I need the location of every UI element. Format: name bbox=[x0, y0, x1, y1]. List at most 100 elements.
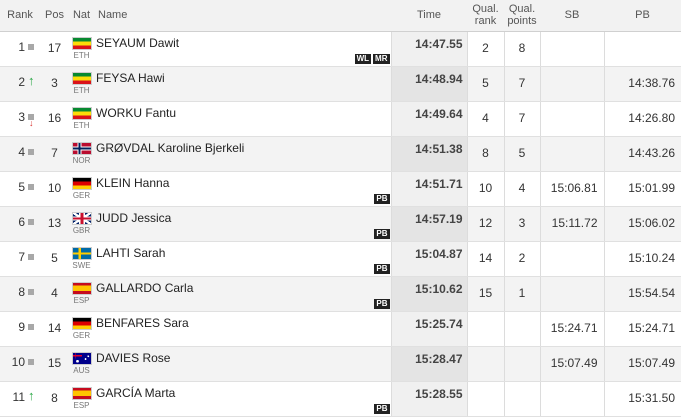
time-value: 15:04.87 bbox=[415, 246, 463, 261]
pb-value: 14:38.76 bbox=[603, 66, 681, 102]
table-row[interactable]: 3 ↓ 16 ETH WORKU Fantu 14:49.64 4 7 14:2… bbox=[0, 101, 681, 137]
qual-points-value: 2 bbox=[503, 241, 540, 277]
col-header-sb[interactable]: SB bbox=[540, 0, 604, 32]
table-row[interactable]: 9 14 GER BENFARES Sara 15:25.74 15:24.71… bbox=[0, 311, 681, 347]
pb-value: 14:26.80 bbox=[603, 101, 681, 137]
rank-value: 5 bbox=[18, 179, 25, 194]
nat-code: SWE bbox=[72, 260, 91, 270]
name-cell: FEYSA Hawi bbox=[94, 66, 391, 102]
flag-esp-icon bbox=[71, 386, 92, 400]
table-row[interactable]: 11 ↑ 8 ESP GARCÍA Marta PB 15:28.55 15:3… bbox=[0, 381, 681, 417]
col-header-nat[interactable]: Nat bbox=[69, 0, 94, 32]
name-cell: LAHTI Sarah PB bbox=[94, 241, 391, 277]
col-header-time[interactable]: Time bbox=[391, 0, 467, 32]
table-row[interactable]: 10 15 AUS DAVIES Rose 15:28.47 15:07.49 … bbox=[0, 346, 681, 382]
table-row[interactable]: 5 10 GER KLEIN Hanna PB 14:51.71 10 4 15… bbox=[0, 171, 681, 207]
flag-swe-icon bbox=[71, 246, 92, 260]
nat-cell: GER bbox=[69, 311, 94, 347]
badges: PB bbox=[374, 403, 390, 414]
table-row[interactable]: 6 13 GBR JUDD Jessica PB 14:57.19 12 3 1… bbox=[0, 206, 681, 242]
rank-value: 1 bbox=[18, 39, 25, 54]
sb-value: 15:11.72 bbox=[539, 206, 604, 242]
sb-value bbox=[539, 101, 604, 137]
trend-same-icon bbox=[28, 250, 36, 264]
athlete-name-link[interactable]: GRØVDAL Karoline Bjerkeli bbox=[96, 140, 245, 155]
rank-cell: 1 bbox=[0, 31, 40, 67]
table-row[interactable]: 4 7 NOR GRØVDAL Karoline Bjerkeli 14:51.… bbox=[0, 136, 681, 172]
record-badge: WL bbox=[354, 53, 372, 64]
pb-value bbox=[603, 31, 681, 67]
athlete-name-link[interactable]: WORKU Fantu bbox=[96, 105, 177, 120]
nat-cell: GER bbox=[69, 171, 94, 207]
trend-up-icon: ↑ bbox=[28, 387, 35, 403]
athlete-name-link[interactable]: FEYSA Hawi bbox=[96, 70, 165, 85]
nat-cell: NOR bbox=[69, 136, 94, 172]
col-header-qual-points[interactable]: Qual. points bbox=[504, 0, 540, 32]
time-cell: 14:51.38 bbox=[390, 136, 467, 172]
col-header-pb[interactable]: PB bbox=[604, 0, 681, 32]
col-header-name[interactable]: Name bbox=[94, 0, 391, 32]
col-header-rank[interactable]: Rank bbox=[0, 0, 40, 32]
trend-up-icon: ↑ bbox=[28, 72, 35, 88]
time-value: 15:28.55 bbox=[415, 386, 463, 401]
pb-value: 15:06.02 bbox=[603, 206, 681, 242]
rank-cell: 11 ↑ bbox=[0, 381, 40, 417]
table-row[interactable]: 7 5 SWE LAHTI Sarah PB 15:04.87 14 2 15:… bbox=[0, 241, 681, 277]
flag-aus-icon bbox=[71, 351, 92, 365]
rank-value: 9 bbox=[18, 319, 25, 334]
flag-esp-icon bbox=[71, 281, 92, 295]
badges: WL MR bbox=[354, 53, 390, 64]
athlete-name-link[interactable]: DAVIES Rose bbox=[96, 350, 171, 365]
table-row[interactable]: 2 ↑ 3 ETH FEYSA Hawi 14:48.94 5 7 14:38.… bbox=[0, 66, 681, 102]
athlete-name-link[interactable]: GARCÍA Marta bbox=[96, 385, 176, 400]
trend-same-icon bbox=[28, 40, 36, 54]
time-value: 15:10.62 bbox=[415, 281, 463, 296]
qual-points-value bbox=[503, 311, 540, 347]
pos-value: 4 bbox=[40, 276, 69, 312]
time-value: 14:51.38 bbox=[415, 141, 463, 156]
qual-points-value bbox=[503, 381, 540, 417]
header-row: Rank Pos Nat Name Time Qual. rank Qual. … bbox=[0, 0, 681, 32]
nat-code: ESP bbox=[73, 295, 90, 305]
col-header-pos[interactable]: Pos bbox=[40, 0, 69, 32]
pb-value: 15:31.50 bbox=[603, 381, 681, 417]
time-cell: 14:51.71 bbox=[390, 171, 467, 207]
badges: PB bbox=[374, 263, 390, 274]
rank-cell: 9 bbox=[0, 311, 40, 347]
pos-value: 3 bbox=[40, 66, 69, 102]
time-value: 14:57.19 bbox=[415, 211, 463, 226]
rank-cell: 2 ↑ bbox=[0, 66, 40, 102]
athlete-name-link[interactable]: SEYAUM Dawit bbox=[96, 35, 180, 50]
nat-cell: ETH bbox=[69, 101, 94, 137]
athlete-name-link[interactable]: KLEIN Hanna bbox=[96, 175, 170, 190]
pos-value: 17 bbox=[40, 31, 69, 67]
pb-value: 15:54.54 bbox=[603, 276, 681, 312]
name-cell: GARCÍA Marta PB bbox=[94, 381, 391, 417]
table-row[interactable]: 8 4 ESP GALLARDO Carla PB 15:10.62 15 1 … bbox=[0, 276, 681, 312]
athlete-name-link[interactable]: JUDD Jessica bbox=[96, 210, 172, 225]
qual-rank-value: 14 bbox=[466, 241, 504, 277]
athlete-name-link[interactable]: BENFARES Sara bbox=[96, 315, 189, 330]
time-value: 14:49.64 bbox=[415, 106, 463, 121]
athlete-name-link[interactable]: LAHTI Sarah bbox=[96, 245, 166, 260]
rank-cell: 3 ↓ bbox=[0, 101, 40, 137]
pb-value: 15:01.99 bbox=[603, 171, 681, 207]
rank-cell: 6 bbox=[0, 206, 40, 242]
col-header-qual-rank[interactable]: Qual. rank bbox=[467, 0, 504, 32]
qual-rank-value bbox=[466, 311, 504, 347]
pb-value: 15:07.49 bbox=[603, 346, 681, 382]
badges: PB bbox=[374, 193, 390, 204]
pos-value: 13 bbox=[40, 206, 69, 242]
athlete-name-link[interactable]: GALLARDO Carla bbox=[96, 280, 194, 295]
table-row[interactable]: 1 17 ETH SEYAUM Dawit WL MR 14:47.55 2 8 bbox=[0, 31, 681, 67]
nat-cell: AUS bbox=[69, 346, 94, 382]
trend-down-icon: ↓ bbox=[28, 110, 36, 127]
rank-value: 7 bbox=[18, 249, 25, 264]
qual-points-value: 7 bbox=[503, 101, 540, 137]
rank-value: 3 bbox=[18, 109, 25, 124]
qual-rank-value: 15 bbox=[466, 276, 504, 312]
qual-rank-value: 5 bbox=[466, 66, 504, 102]
trend-same-icon bbox=[28, 355, 36, 369]
rank-cell: 10 bbox=[0, 346, 40, 382]
record-badge: PB bbox=[374, 298, 390, 309]
